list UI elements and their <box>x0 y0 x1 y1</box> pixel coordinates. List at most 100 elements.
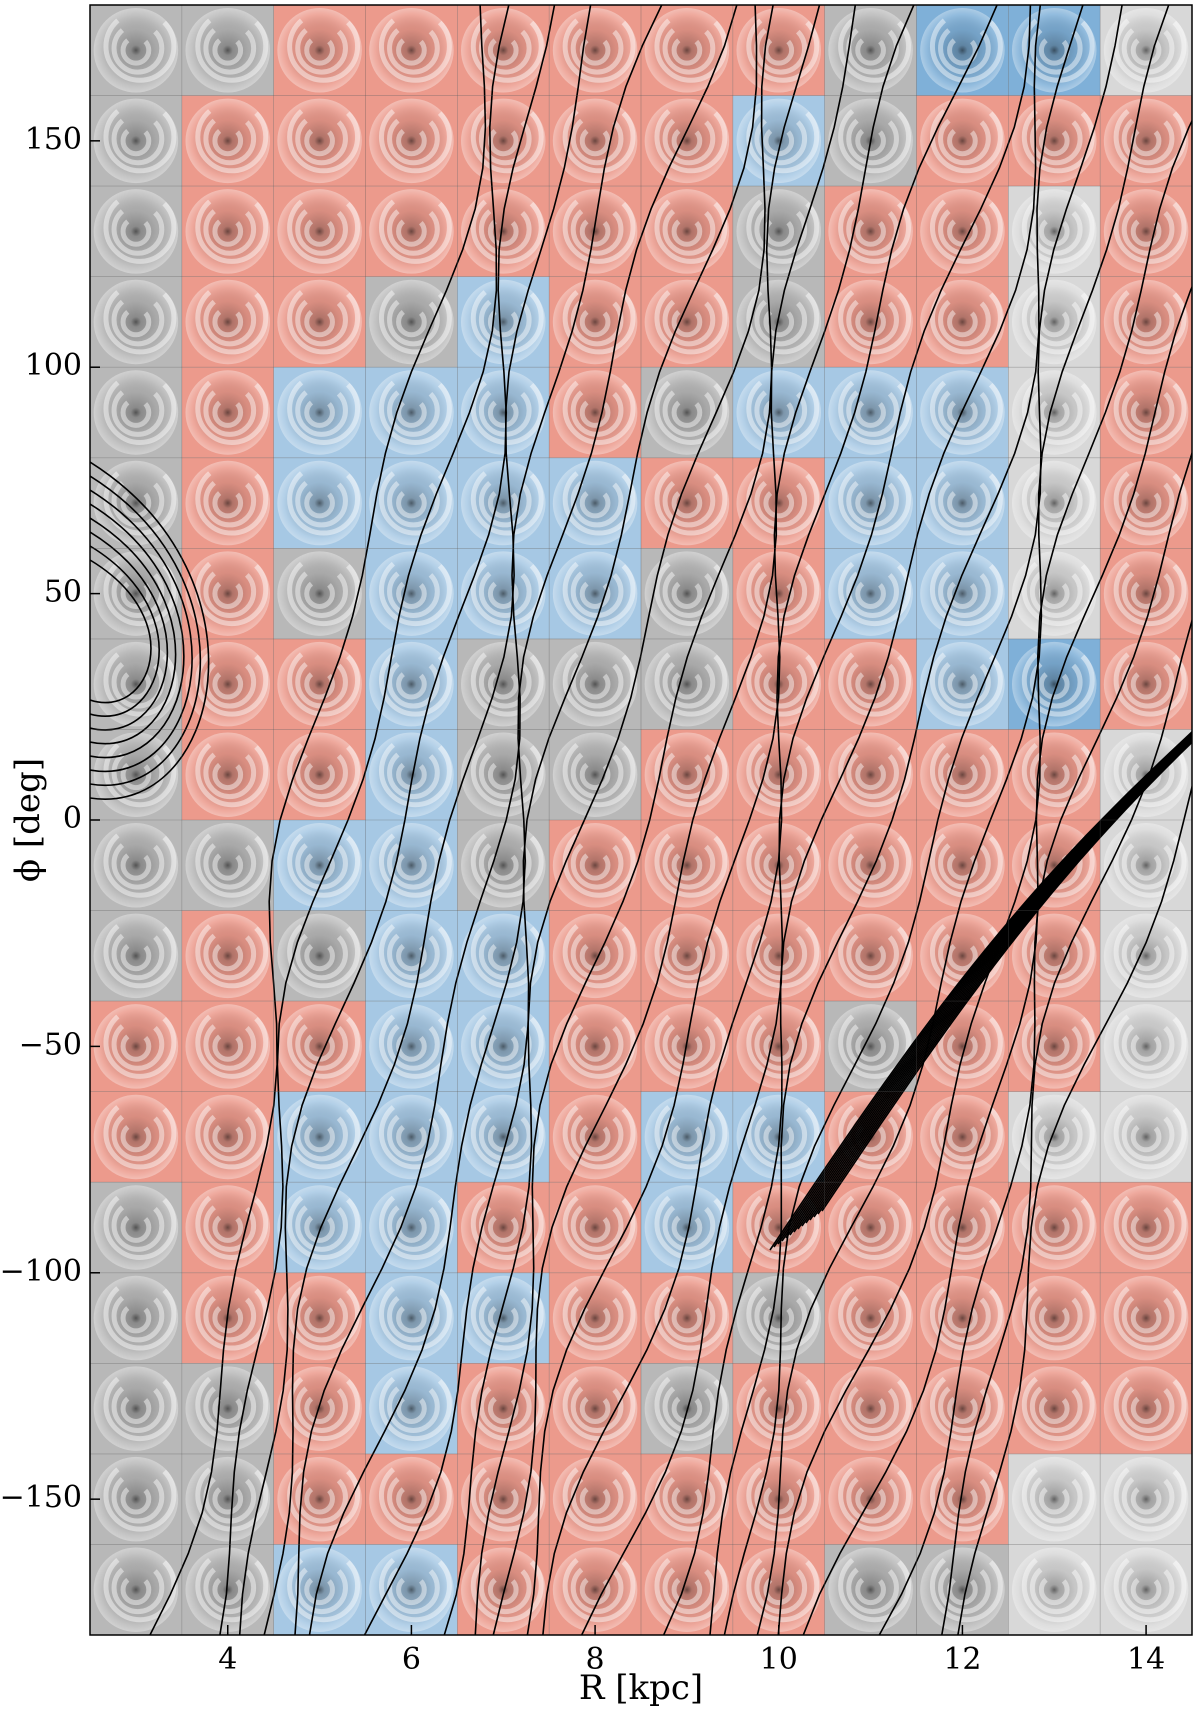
cell-ring <box>487 34 519 66</box>
cell-ring <box>287 9 361 83</box>
cell-core <box>93 1185 179 1270</box>
cell-ring <box>478 1380 532 1433</box>
cell-ring <box>396 397 427 428</box>
cell-ring <box>478 836 532 890</box>
cell-ring <box>838 1368 912 1442</box>
cell-ring <box>938 112 991 166</box>
cell-ring <box>487 578 519 609</box>
cell-ring <box>654 1368 728 1442</box>
cell-ring <box>111 1018 165 1071</box>
cell-core <box>644 913 730 999</box>
cell-core <box>644 279 730 365</box>
x-tick-label: 4 <box>218 1642 237 1677</box>
cell-core <box>920 279 1005 365</box>
cell-ring <box>487 487 519 519</box>
cell-ring <box>1130 940 1162 972</box>
cell-ring <box>929 1187 1003 1260</box>
cell-ring <box>570 565 624 618</box>
cell-core <box>1103 1094 1189 1180</box>
cell-ring <box>579 759 611 791</box>
cell-ring <box>111 384 165 437</box>
contour <box>90 489 193 773</box>
cell-ring <box>212 668 244 700</box>
cell-ring <box>763 1393 795 1424</box>
cell-ring <box>1029 384 1083 437</box>
cell-ring <box>111 1380 165 1433</box>
cell-ring <box>120 1483 152 1515</box>
cell-ring <box>378 281 452 355</box>
cell-ring <box>929 1549 1003 1623</box>
cell-core <box>185 913 270 999</box>
cell-ring <box>1029 1199 1083 1252</box>
cell-ring <box>103 281 177 355</box>
cell-ring <box>212 1031 244 1062</box>
cell-ring <box>570 293 624 347</box>
cell-ring <box>111 474 165 528</box>
cell-ring <box>938 203 991 256</box>
cell-ring <box>570 1561 624 1615</box>
cell-ring <box>103 1005 177 1079</box>
cell-ring <box>846 836 899 890</box>
cell-core <box>461 8 546 93</box>
cell-ring <box>396 578 427 609</box>
cell-ring <box>947 668 978 700</box>
cell-ring <box>855 1212 886 1243</box>
cell-ring <box>487 668 519 700</box>
cell-ring <box>579 1121 611 1153</box>
cell-core <box>185 641 270 727</box>
cell-ring <box>478 1561 532 1615</box>
cell-ring <box>1029 1289 1083 1343</box>
cell-ring <box>1113 281 1187 355</box>
cell-ring <box>195 190 269 264</box>
cell-ring <box>478 1108 532 1162</box>
cell-ring <box>654 915 728 989</box>
cell-ring <box>746 100 820 174</box>
cell-ring <box>746 824 820 898</box>
cell-ring <box>1113 1187 1187 1260</box>
cell-core <box>93 551 179 636</box>
cell-ring <box>295 112 348 166</box>
contour <box>821 741 1192 1212</box>
cell-ring <box>1021 1368 1095 1442</box>
cell-ring <box>387 384 440 437</box>
cell-ring <box>478 1289 532 1343</box>
cell-ring <box>938 836 991 890</box>
cell-ring <box>855 1483 886 1515</box>
cell-ring <box>103 643 177 717</box>
cell-core <box>736 1004 821 1089</box>
cell-ring <box>304 1393 335 1424</box>
cell-core <box>644 98 730 184</box>
cell-ring <box>195 372 269 445</box>
x-tick-label: 8 <box>586 1642 605 1677</box>
y-tick-label: 100 <box>25 348 82 383</box>
cell-ring <box>120 1031 152 1062</box>
cell-core <box>552 1004 638 1089</box>
cell-ring <box>1029 1108 1083 1162</box>
cell-ring <box>478 1470 532 1524</box>
cell-ring <box>754 1380 808 1433</box>
cell-ring <box>1130 1031 1162 1062</box>
cell-ring <box>1029 1380 1083 1433</box>
cell-ring <box>1113 1005 1187 1079</box>
cell-ring <box>838 190 912 264</box>
cell-core <box>185 823 270 908</box>
contour <box>90 503 185 759</box>
cell-ring <box>304 1483 335 1515</box>
cell-ring <box>470 1277 544 1351</box>
cell-ring <box>295 474 348 528</box>
cell-ring <box>929 1368 1003 1442</box>
cell-ring <box>1029 565 1083 618</box>
cell-ring <box>287 915 361 989</box>
cell-core <box>369 551 454 636</box>
cell-ring <box>763 306 795 338</box>
cell-ring <box>1021 1187 1095 1260</box>
cell-ring <box>1021 100 1095 174</box>
cell-ring <box>929 462 1003 536</box>
cell-ring <box>195 1549 269 1623</box>
cell-core <box>185 1094 270 1180</box>
cell-core <box>185 1004 270 1089</box>
cell-core <box>920 8 1005 93</box>
cell-ring <box>478 1199 532 1252</box>
cell-ring <box>295 1018 348 1071</box>
